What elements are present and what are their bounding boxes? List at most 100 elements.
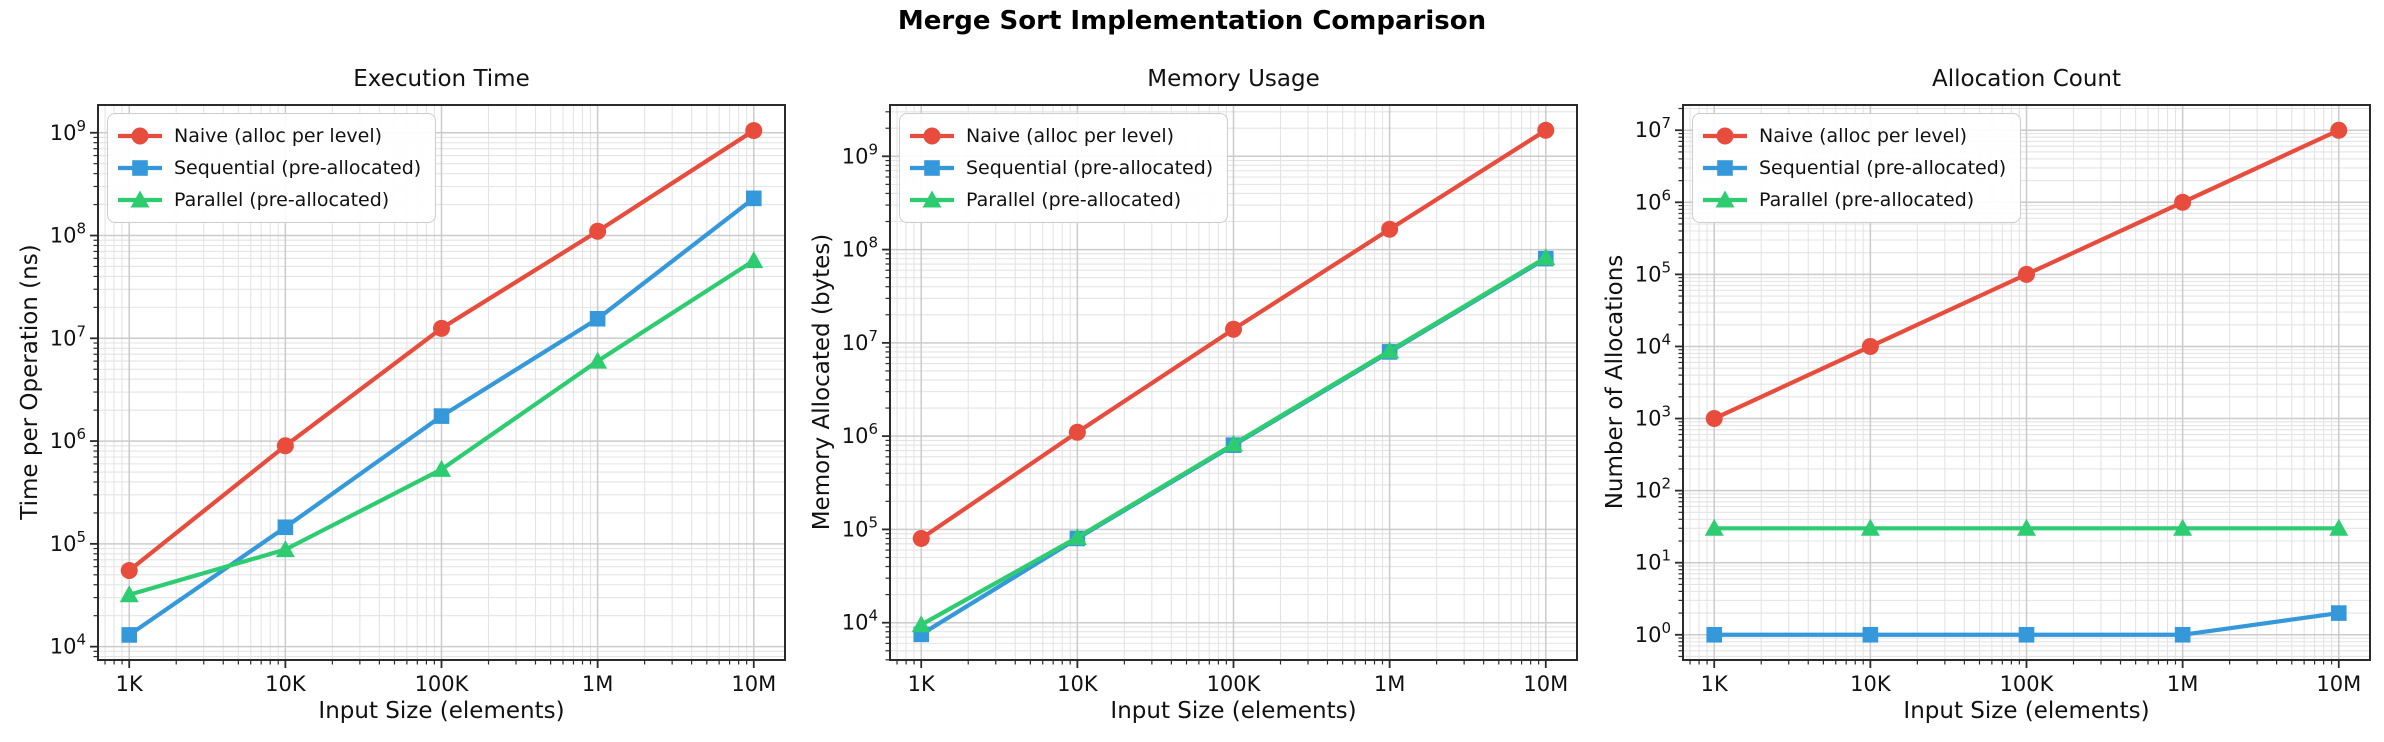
y-tick-label: 108	[50, 220, 86, 248]
legend: Naive (alloc per level) Sequential (pre-…	[899, 113, 1229, 223]
y-tick-label: 106	[1635, 186, 1671, 214]
y-tick-label: 105	[50, 528, 86, 556]
y-axis-label: Time per Operation (ns)	[17, 244, 43, 520]
legend-marker-shape	[922, 190, 942, 208]
y-tick-label: 102	[1635, 475, 1671, 503]
y-tick-label: 104	[1635, 330, 1671, 358]
series-marker-circle	[1705, 410, 1723, 428]
legend-item: Naive (alloc per level)	[908, 121, 1213, 151]
y-tick-label: 106	[50, 425, 86, 453]
x-tick-label: 10M	[731, 672, 776, 696]
legend-marker-naive-icon	[910, 127, 954, 145]
legend-label: Naive (alloc per level)	[1759, 125, 1968, 147]
y-tick-label: 107	[842, 327, 878, 355]
series-marker-triangle	[588, 351, 608, 369]
x-tick-label: 10M	[2316, 672, 2361, 696]
figure-title: Merge Sort Implementation Comparison	[897, 6, 1487, 36]
series-marker-square	[277, 519, 294, 536]
x-axis-label: Input Size (elements)	[1903, 698, 2150, 724]
y-tick-label: 107	[50, 322, 86, 350]
series-marker-square	[1706, 626, 1723, 643]
series-marker-circle	[120, 562, 138, 580]
legend-item: Naive (alloc per level)	[116, 121, 421, 151]
legend-label: Parallel (pre-allocated)	[966, 189, 1182, 211]
legend-item: Parallel (pre-allocated)	[908, 185, 1213, 215]
series-marker-square	[433, 408, 450, 424]
y-tick-label: 109	[50, 117, 86, 145]
series-marker-circle	[2018, 265, 2035, 283]
x-tick-label: 10K	[265, 672, 307, 696]
legend-marker-parallel-icon	[118, 190, 162, 208]
legend-marker-parallel-icon	[1703, 190, 1747, 208]
legend-item: Naive (alloc per level)	[1701, 121, 2006, 151]
series-marker-circle	[1381, 220, 1399, 238]
y-tick-label: 101	[1635, 547, 1671, 575]
x-tick-label: 100K	[2000, 672, 2055, 696]
series-marker-triangle	[1704, 518, 1724, 536]
x-tick-label: 1M	[1374, 672, 1405, 696]
series-marker-triangle	[2329, 518, 2349, 536]
y-axis-label: Number of Allocations	[1602, 254, 1628, 510]
series-marker-circle	[589, 222, 607, 240]
series-marker-square	[589, 310, 606, 327]
legend-item: Sequential (pre-allocated)	[908, 153, 1213, 183]
x-tick-label: 1M	[2167, 672, 2198, 696]
legend-item: Parallel (pre-allocated)	[1701, 185, 2006, 215]
x-tick-label: 100K	[415, 672, 470, 696]
y-tick-label: 106	[842, 420, 878, 448]
x-tick-label: 1K	[908, 672, 936, 696]
x-axis-label: Input Size (elements)	[1110, 698, 1357, 724]
legend-item: Sequential (pre-allocated)	[116, 153, 421, 183]
legend-marker-parallel-icon	[910, 190, 954, 208]
y-axis-label: Memory Allocated (bytes)	[809, 233, 835, 531]
series-marker-circle	[433, 319, 450, 337]
y-tick-label: 104	[50, 631, 86, 659]
series-marker-triangle	[1536, 248, 1556, 266]
y-tick-label: 105	[1635, 258, 1671, 286]
legend-marker-shape	[132, 160, 148, 176]
x-tick-label: 10K	[1057, 672, 1099, 696]
subplot-title-memory-usage: Memory Usage	[1147, 66, 1320, 92]
y-tick-label: 104	[842, 607, 878, 635]
y-tick-label: 105	[842, 513, 878, 541]
x-tick-label: 1M	[582, 672, 613, 696]
x-tick-label: 100K	[1207, 672, 1262, 696]
series-marker-circle	[276, 437, 294, 455]
legend: Naive (alloc per level) Sequential (pre-…	[107, 113, 437, 223]
x-tick-label: 1K	[116, 672, 144, 696]
legend-label: Parallel (pre-allocated)	[1759, 189, 1975, 211]
legend-marker-shape	[130, 190, 150, 208]
series-marker-triangle	[744, 251, 764, 269]
legend-label: Sequential (pre-allocated)	[174, 157, 422, 179]
subplot-title-allocation-count: Allocation Count	[1932, 66, 2121, 92]
legend-marker-shape	[924, 160, 940, 176]
legend-label: Naive (alloc per level)	[966, 125, 1175, 147]
legend-item: Sequential (pre-allocated)	[1701, 153, 2006, 183]
x-tick-label: 1K	[1701, 672, 1729, 696]
series-marker-square	[121, 627, 138, 643]
series-marker-triangle	[1067, 527, 1087, 545]
legend-marker-shape	[1717, 160, 1733, 176]
series-marker-triangle	[2173, 518, 2193, 536]
y-tick-label: 103	[1635, 403, 1671, 431]
legend: Naive (alloc per level) Sequential (pre-…	[1692, 113, 2022, 223]
x-tick-label: 10M	[1523, 672, 1568, 696]
series-marker-triangle	[432, 459, 451, 477]
series-marker-triangle	[1380, 341, 1400, 359]
legend-label: Naive (alloc per level)	[174, 125, 383, 147]
legend-marker-sequential-icon	[910, 160, 954, 176]
y-tick-label: 109	[842, 140, 878, 168]
series-marker-square	[2018, 626, 2035, 643]
series-marker-square	[1862, 626, 1879, 643]
series-marker-triangle	[119, 585, 139, 603]
series-marker-triangle	[911, 615, 931, 633]
series-marker-triangle	[275, 540, 295, 558]
series-marker-triangle	[1860, 518, 1880, 536]
legend-marker-shape	[1716, 127, 1734, 145]
legend-marker-shape	[1715, 190, 1735, 208]
series-marker-circle	[1225, 320, 1242, 338]
legend-marker-shape	[131, 127, 149, 145]
series-marker-triangle	[2017, 518, 2036, 536]
